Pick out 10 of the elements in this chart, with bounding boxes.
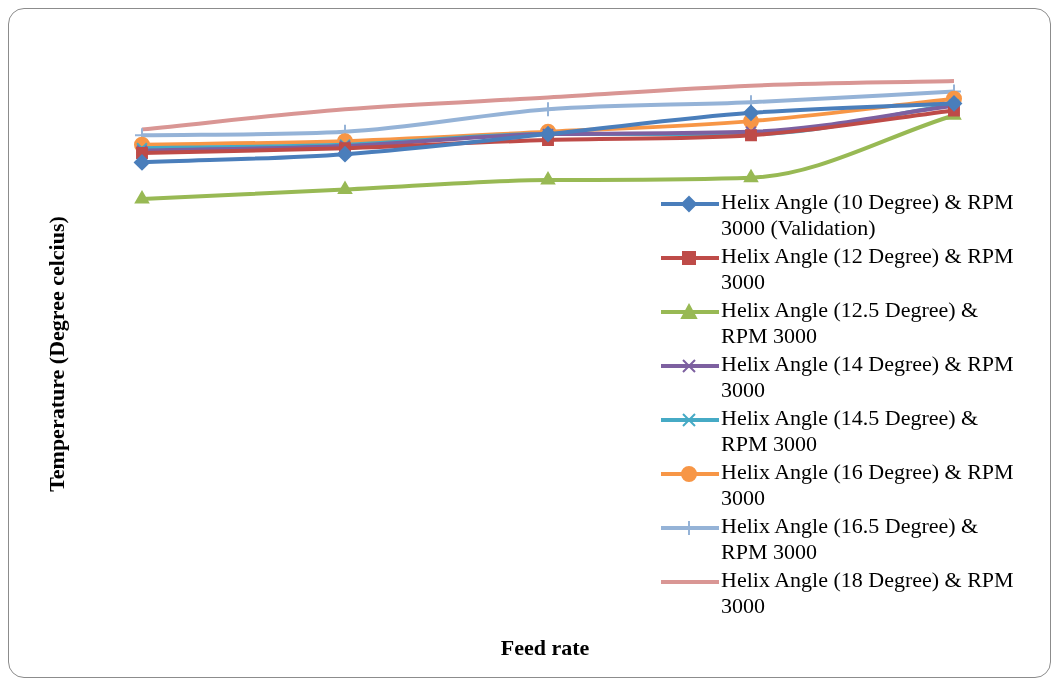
legend-label: Helix Angle (14 Degree) & RPM 3000 [721, 351, 1015, 403]
legend-label: Helix Angle (16 Degree) & RPM 3000 [721, 459, 1015, 511]
legend-label: Helix Angle (10 Degree) & RPM 3000 (Validation) [721, 189, 1015, 241]
text: Feed rate [500, 635, 590, 661]
legend-label: Helix Angle (14.5 Degree) & RPM 3000 [721, 405, 980, 457]
y-axis-title: Temperature (Degree celcius) [44, 216, 70, 492]
legend-label: Helix Angle (18 Degree) & RPM 3000 [721, 567, 1015, 619]
legend-label: Helix Angle (12 Degree) & RPM 3000 [721, 243, 1015, 295]
legend-label: Helix Angle (16.5 Degree) & RPM 3000 [721, 513, 980, 565]
legend-label: Helix Angle (12.5 Degree) & RPM 3000 [721, 297, 980, 349]
